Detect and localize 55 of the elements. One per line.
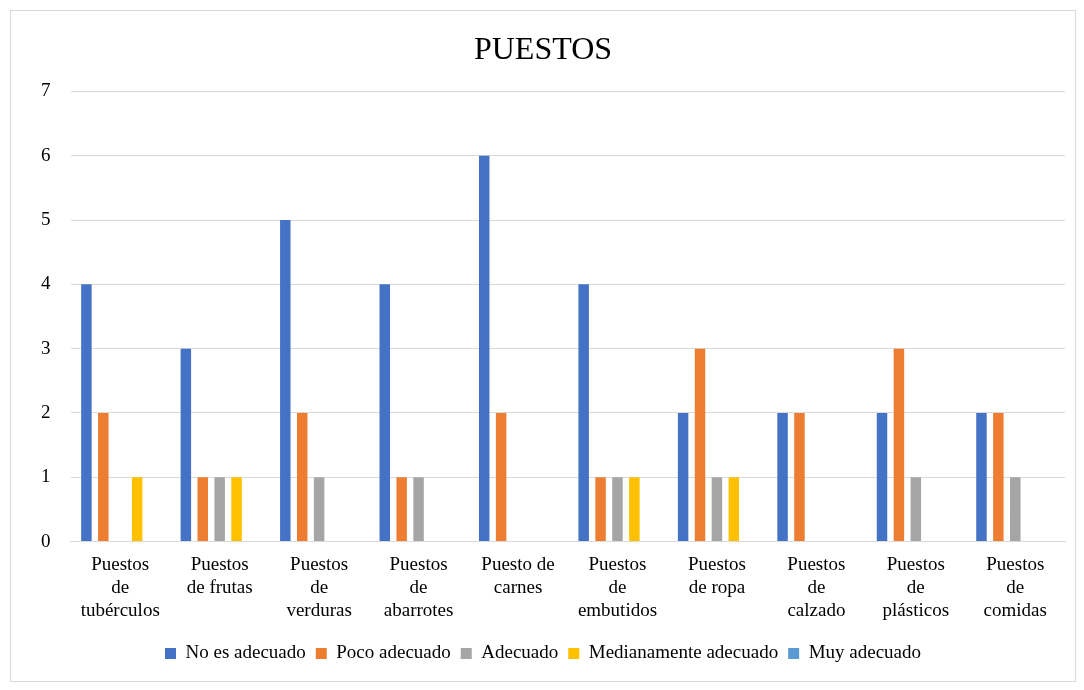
bar [197, 477, 209, 542]
bar [313, 477, 325, 542]
bar [396, 477, 407, 542]
bar [777, 412, 788, 542]
bar [993, 412, 1004, 542]
bar [495, 412, 507, 542]
y-tick-label: 0 [41, 529, 51, 551]
bar [578, 284, 589, 542]
bar [595, 477, 606, 542]
bar [629, 477, 640, 542]
bar [1010, 477, 1021, 542]
bar [81, 284, 92, 542]
bar [296, 412, 308, 542]
bar [379, 284, 390, 542]
bar [893, 348, 905, 542]
y-tick-label: 7 [41, 79, 51, 101]
bar [910, 477, 922, 542]
legend-label: Muy adecuado [808, 641, 922, 663]
y-tick-label: 3 [41, 336, 51, 358]
x-tick-label: Puestos de calzado [787, 552, 846, 620]
legend-label: Poco adecuado [336, 641, 451, 663]
bar [677, 412, 689, 542]
bar [612, 477, 623, 542]
y-tick-label: 2 [41, 400, 51, 422]
chart-title: PUESTOS [473, 29, 613, 66]
bar [794, 412, 805, 542]
x-tick-label: Puestos de comidas [983, 552, 1047, 620]
bar [478, 155, 490, 542]
x-tick-label: Puestos de verduras [286, 552, 352, 620]
x-tick-label: Puesto de carnes [481, 552, 555, 597]
x-tick-label: Puestos de tubérculos [80, 552, 160, 620]
bar [711, 477, 723, 542]
legend-label: No es adecuado [185, 641, 306, 663]
bar [214, 477, 225, 542]
bar [694, 348, 706, 542]
bar [131, 477, 143, 542]
x-tick-label: Puestos de embutidos [577, 552, 658, 620]
y-tick-label: 5 [41, 208, 51, 230]
bar [180, 348, 192, 542]
bar [413, 477, 424, 542]
x-tick-label: Puestos de ropa [687, 552, 746, 597]
bar [231, 477, 242, 542]
x-tick-label: Puestos de frutas [186, 552, 253, 597]
bar [728, 477, 740, 542]
x-tick-label: Puestos de abarrotes [383, 552, 454, 620]
legend-label: Medianamente adecuado [588, 641, 779, 663]
bar [976, 412, 987, 542]
y-tick-label: 1 [41, 465, 51, 487]
bar [98, 412, 109, 542]
bar [876, 412, 888, 542]
y-tick-label: 4 [41, 272, 51, 294]
y-tick-label: 6 [41, 143, 51, 165]
x-tick-label: Puestos de plásticos [882, 552, 950, 620]
legend-label: Adecuado [481, 641, 559, 663]
bar [280, 220, 291, 542]
